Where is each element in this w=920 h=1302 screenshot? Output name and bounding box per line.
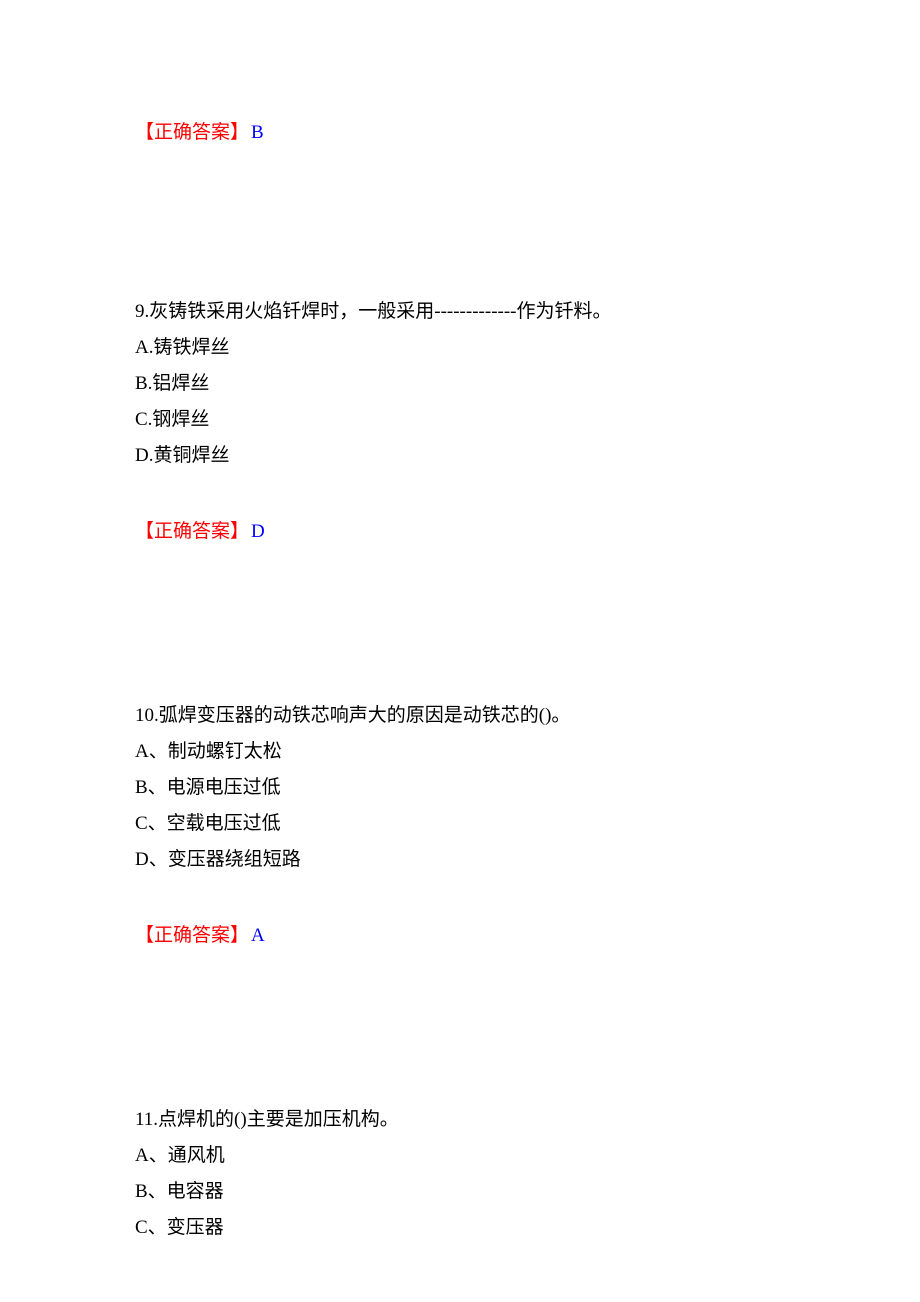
answer-block-9: 【正确答案】D [135,514,785,550]
question-option-c: C.钢焊丝 [135,402,785,438]
answer-block-10: 【正确答案】A [135,918,785,954]
spacer [135,954,785,1102]
question-option-b: B、电源电压过低 [135,770,785,806]
question-stem: 11.点焊机的()主要是加压机构。 [135,1102,785,1138]
question-11: 11.点焊机的()主要是加压机构。 A、通风机 B、电容器 C、变压器 [135,1102,785,1246]
question-option-b: B.铝焊丝 [135,366,785,402]
question-option-d: D、变压器绕组短路 [135,842,785,878]
question-option-b: B、电容器 [135,1174,785,1210]
spacer [135,151,785,294]
answer-value: A [251,925,265,946]
answer-label: 【正确答案】 [135,521,249,542]
spacer [135,474,785,514]
question-option-c: C、变压器 [135,1210,785,1246]
spacer [135,878,785,918]
answer-value: D [251,521,265,542]
document-page: 【正确答案】B 9.灰铸铁采用火焰钎焊时，一般采用-------------作为… [0,0,920,1302]
question-option-a: A.铸铁焊丝 [135,330,785,366]
question-10: 10.弧焊变压器的动铁芯响声大的原因是动铁芯的()。 A、制动螺钉太松 B、电源… [135,698,785,878]
answer-label: 【正确答案】 [135,925,249,946]
question-stem: 10.弧焊变压器的动铁芯响声大的原因是动铁芯的()。 [135,698,785,734]
answer-value: B [251,122,264,143]
question-option-c: C、空载电压过低 [135,806,785,842]
question-option-a: A、制动螺钉太松 [135,734,785,770]
question-stem: 9.灰铸铁采用火焰钎焊时，一般采用-------------作为钎料。 [135,294,785,330]
answer-label: 【正确答案】 [135,122,249,143]
spacer [135,550,785,698]
question-option-a: A、通风机 [135,1138,785,1174]
question-option-d: D.黄铜焊丝 [135,438,785,474]
answer-block-8: 【正确答案】B [135,115,785,151]
question-9: 9.灰铸铁采用火焰钎焊时，一般采用-------------作为钎料。 A.铸铁… [135,294,785,474]
